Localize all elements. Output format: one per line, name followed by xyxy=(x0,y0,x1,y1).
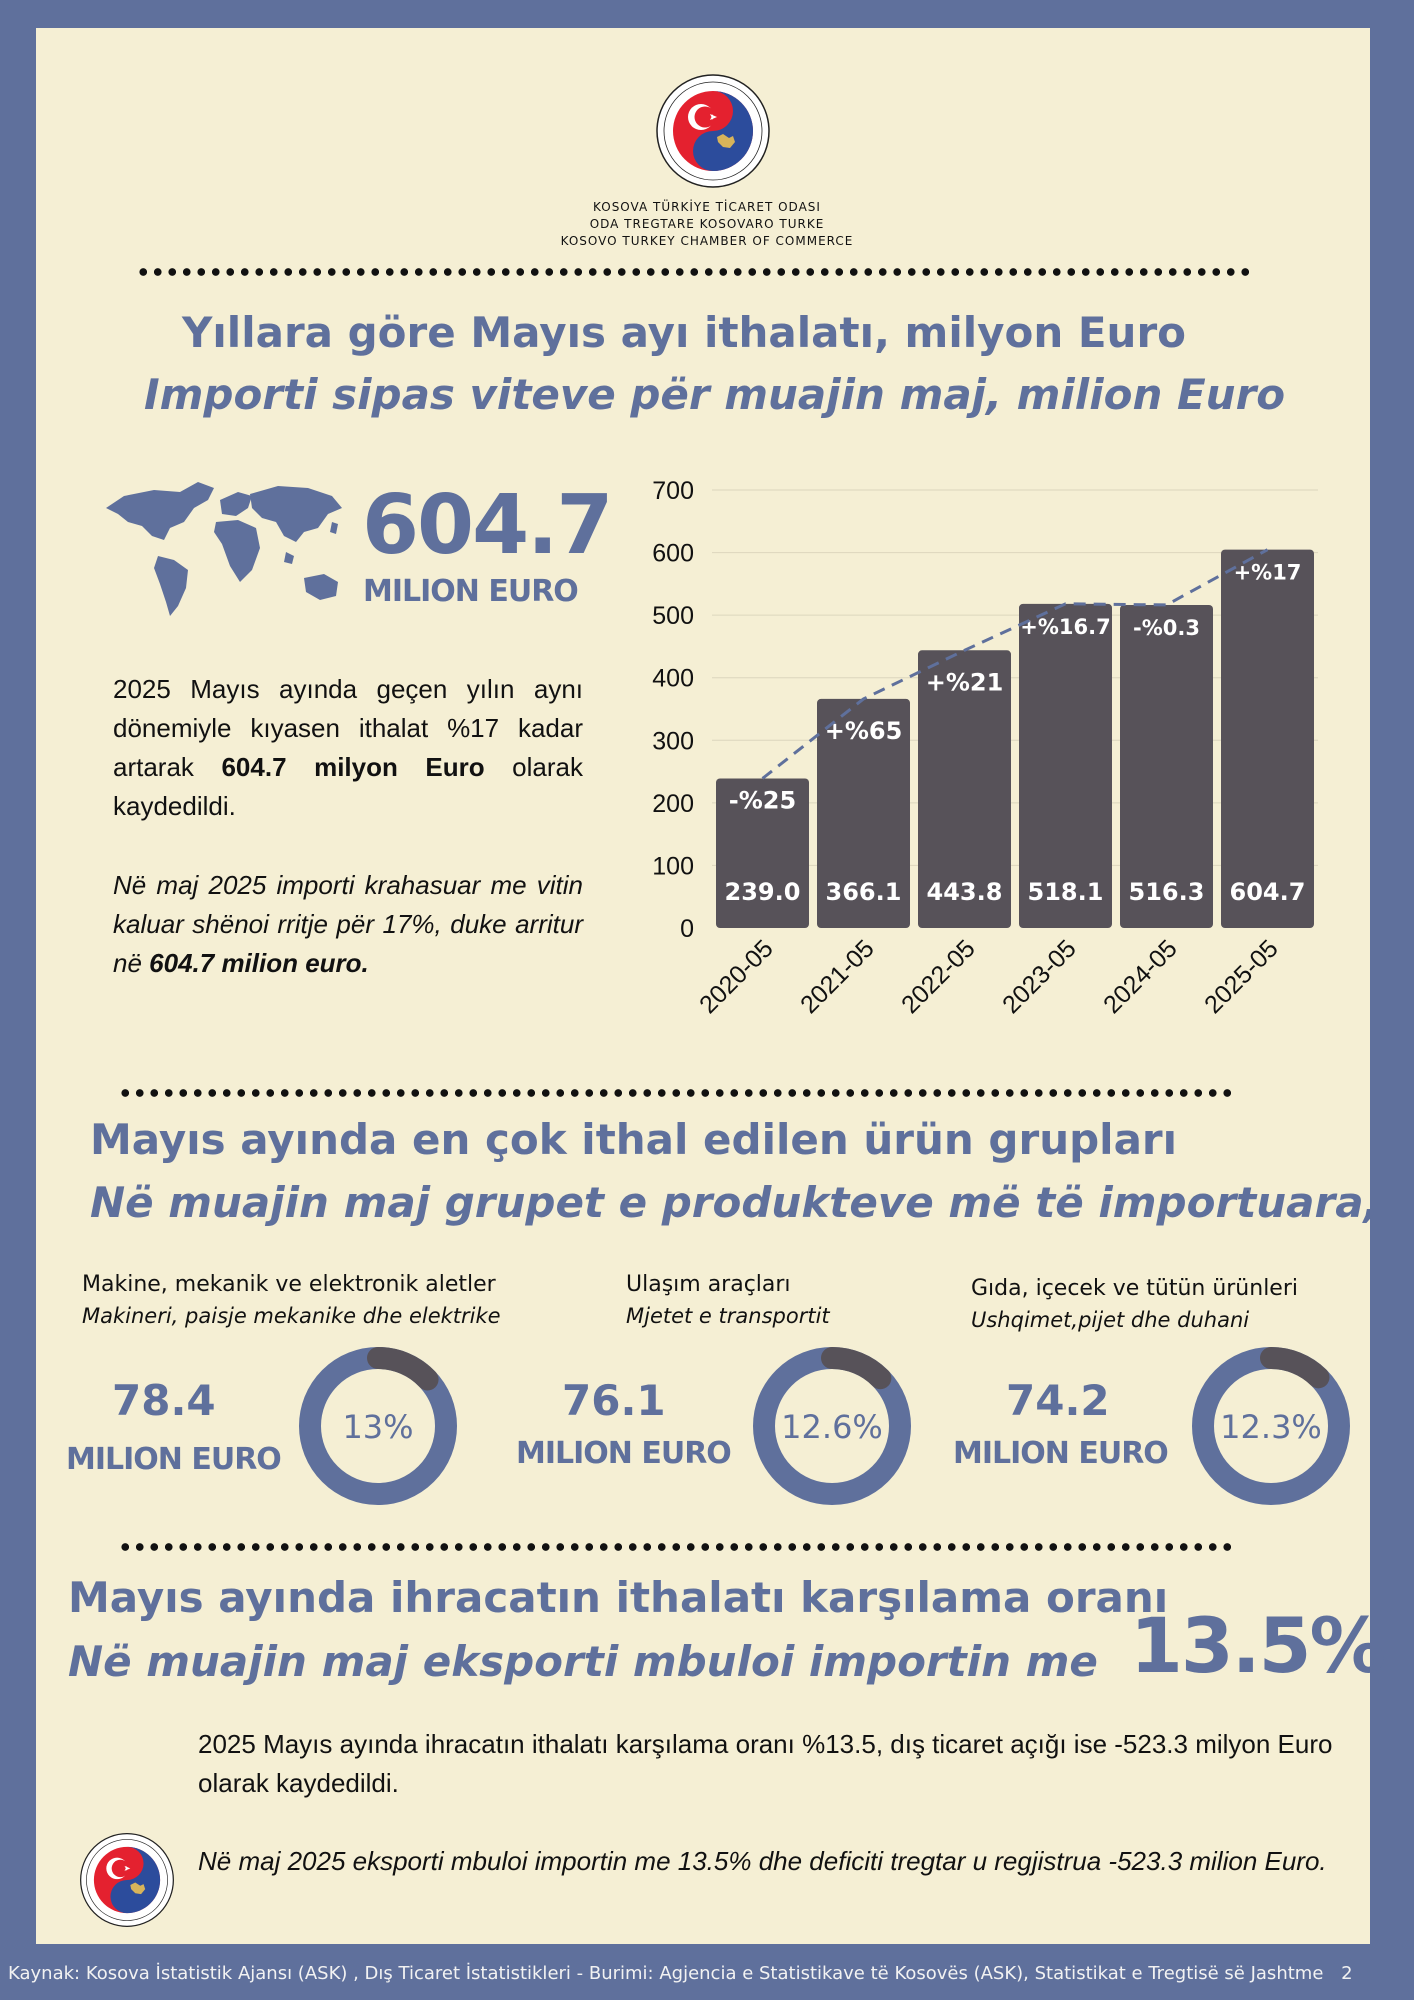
group2-unit: MILION EURO xyxy=(516,1436,732,1471)
y-tick-label: 100 xyxy=(652,852,694,880)
group3-label-tr: Gıda, içecek ve tütün ürünleri xyxy=(971,1276,1299,1301)
section1-text-sq-a: Në maj 2025 importi krahasuar me vitin k… xyxy=(113,870,583,978)
import-total-unit: MILION EURO xyxy=(363,574,579,609)
bar-value-label: 518.1 xyxy=(1028,878,1104,906)
group2-value: 76.1 xyxy=(562,1376,666,1425)
group1-label-sq: Makineri, paisje mekanike dhe elektrike xyxy=(82,1304,501,1328)
footer-source-text: Kaynak: Kosova İstatistik Ajansı (ASK) ,… xyxy=(8,1963,1324,1984)
section1-text-sq: Në maj 2025 importi krahasuar me vitin k… xyxy=(113,866,583,983)
y-tick-label: 0 xyxy=(680,915,694,943)
section3-title-tr: Mayıs ayında ihracatın ithalatı karşılam… xyxy=(68,1573,1169,1622)
group1-unit: MILION EURO xyxy=(66,1442,282,1477)
bar xyxy=(1120,604,1213,928)
change-label: +%65 xyxy=(825,717,903,745)
bar xyxy=(716,778,809,928)
x-tick-label: 2022-05 xyxy=(896,934,981,1019)
bar-value-label: 516.3 xyxy=(1129,878,1205,906)
donut-percent-label: 12.3% xyxy=(1220,1408,1322,1446)
world-map-icon xyxy=(106,482,342,616)
donut-percent-label: 12.6% xyxy=(781,1408,883,1446)
bar-value-label: 604.7 xyxy=(1230,878,1306,906)
divider-1 xyxy=(136,266,1256,278)
section1-text-tr-b: 604.7 milyon Euro xyxy=(221,752,485,782)
section3-text-sq: Në maj 2025 eksporti mbuloi importin me … xyxy=(198,1846,1327,1876)
group2-label-tr: Ulaşım araçları xyxy=(626,1272,791,1297)
page-panel xyxy=(36,28,1370,1944)
change-label: -%0.3 xyxy=(1133,616,1200,640)
group3-label-sq: Ushqimet,pijet dhe duhani xyxy=(971,1308,1250,1332)
divider-2 xyxy=(118,1087,1238,1099)
change-label: +%16.7 xyxy=(1020,615,1110,639)
chamber-logo xyxy=(656,74,770,188)
bar xyxy=(1221,549,1314,928)
y-tick-label: 500 xyxy=(652,602,694,630)
y-tick-label: 200 xyxy=(652,790,694,818)
change-label: +%21 xyxy=(926,668,1004,696)
group1-label-tr: Makine, mekanik ve elektronik aletler xyxy=(82,1272,496,1297)
group3-value: 74.2 xyxy=(1006,1376,1110,1425)
group3-unit: MILION EURO xyxy=(953,1436,1169,1471)
org-name: KOSOVA TÜRKİYE TİCARET ODASI ODA TREGTAR… xyxy=(457,199,957,250)
section1-text-tr-c: olarak kaydedildi. xyxy=(113,752,583,821)
y-tick-label: 300 xyxy=(652,727,694,755)
section3-title-sq: Në muajin maj eksporti mbuloi importin m… xyxy=(68,1637,1098,1686)
chamber-logo-small xyxy=(80,1833,174,1927)
x-tick-label: 2023-05 xyxy=(997,934,1082,1019)
bar-value-label: 239.0 xyxy=(725,878,801,906)
group1-value: 78.4 xyxy=(112,1376,216,1425)
x-tick-label: 2025-05 xyxy=(1199,934,1284,1019)
donut-share-arc xyxy=(821,1347,892,1390)
donut-share-arc xyxy=(367,1347,439,1391)
y-tick-label: 400 xyxy=(652,665,694,693)
import-bar-chart: 0 100 200 300 400 500 600 700 239.0 -%25 2020-05 36… xyxy=(652,477,1318,1019)
group2-label-sq: Mjetet e transportit xyxy=(626,1304,830,1328)
org-name-tr: KOSOVA TÜRKİYE TİCARET ODASI xyxy=(593,200,821,214)
section3-text-tr: 2025 Mayıs ayında ihracatın ithalatı kar… xyxy=(198,1729,1333,1798)
bar-value-label: 366.1 xyxy=(826,878,902,906)
donut-share-arc xyxy=(1260,1347,1330,1389)
group3-share-donut: 12.3% xyxy=(1192,1347,1350,1505)
y-tick-label: 700 xyxy=(652,477,694,505)
section1-text-tr-a: 2025 Mayıs ayında geçen yılın aynı dönem… xyxy=(113,674,583,782)
divider-3 xyxy=(118,1541,1238,1553)
group2-share-donut: 12.6% xyxy=(753,1347,911,1505)
org-name-en: KOSOVO TURKEY CHAMBER OF COMMERCE xyxy=(560,234,854,248)
section2-title-tr: Mayıs ayında en çok ithal edilen ürün gr… xyxy=(90,1115,1178,1164)
x-tick-label: 2020-05 xyxy=(694,934,779,1019)
coverage-ratio-value: 13.5% xyxy=(1130,1601,1386,1690)
section1-title-sq: Importi sipas viteve për muajin maj, mil… xyxy=(144,370,1286,419)
section1-text-tr: 2025 Mayıs ayında geçen yılın aynı dönem… xyxy=(113,670,583,826)
change-label: -%25 xyxy=(729,786,796,814)
donut-percent-label: 13% xyxy=(342,1408,413,1446)
y-tick-label: 600 xyxy=(652,540,694,568)
x-tick-label: 2021-05 xyxy=(795,934,880,1019)
change-label: +%17 xyxy=(1234,561,1302,585)
group1-share-donut: 13% xyxy=(299,1347,457,1505)
bar xyxy=(1019,603,1112,928)
footer-page-number: 2 xyxy=(1341,1963,1353,1984)
section2-title-sq: Në muajin maj grupet e produkteve më të … xyxy=(90,1178,1380,1227)
trend-line xyxy=(761,548,1269,780)
footer-source: Kaynak: Kosova İstatistik Ajansı (ASK) ,… xyxy=(8,1963,1353,1984)
bar-value-label: 443.8 xyxy=(927,878,1003,906)
bar xyxy=(817,698,910,928)
x-tick-label: 2024-05 xyxy=(1098,934,1183,1019)
org-name-sq: ODA TREGTARE KOSOVARO TURKE xyxy=(589,217,825,231)
section1-title-tr: Yıllara göre Mayıs ayı ithalatı, milyon … xyxy=(182,308,1187,357)
section1-text-sq-b: 604.7 milion euro. xyxy=(149,948,369,978)
bar xyxy=(918,650,1011,928)
import-total-value: 604.7 xyxy=(362,478,613,573)
